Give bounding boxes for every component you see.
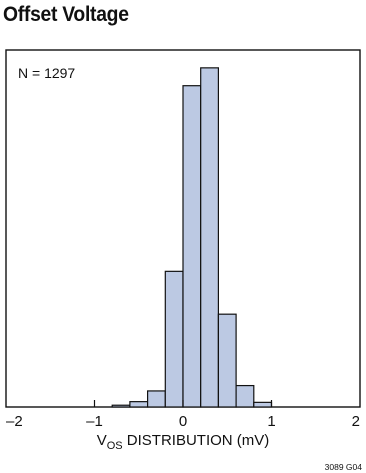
x-axis-label-subscript: OS (107, 440, 123, 452)
sample-count-annotation: N = 1297 (18, 65, 75, 81)
x-axis-label-main: V (97, 432, 107, 449)
histogram-bar (217, 313, 237, 408)
histogram-bar (182, 85, 202, 408)
histogram-bar (235, 384, 255, 408)
histogram-bar (129, 401, 149, 408)
x-axis-label-rest: DISTRIBUTION (mV) (123, 432, 270, 449)
chart-title: Offset Voltage (3, 3, 129, 26)
x-tick-labels: –2 –1 0 1 2 (6, 413, 360, 430)
x-tick-marks (93, 400, 273, 407)
histogram-bar (200, 67, 219, 408)
x-axis-label: VOS DISTRIBUTION (mV) (97, 432, 270, 452)
histogram-bar (164, 270, 184, 408)
x-tick-label: –1 (86, 413, 103, 430)
histogram-bar (147, 390, 166, 408)
x-tick-label: 0 (179, 413, 187, 430)
figure-id: 3089 G04 (325, 462, 363, 472)
x-tick-label: –2 (6, 413, 23, 430)
histogram-bar (111, 404, 131, 408)
x-tick-label: 1 (267, 413, 275, 430)
histogram-bar (253, 401, 273, 408)
bar-group (111, 67, 273, 408)
x-tick-label: 2 (352, 413, 360, 430)
